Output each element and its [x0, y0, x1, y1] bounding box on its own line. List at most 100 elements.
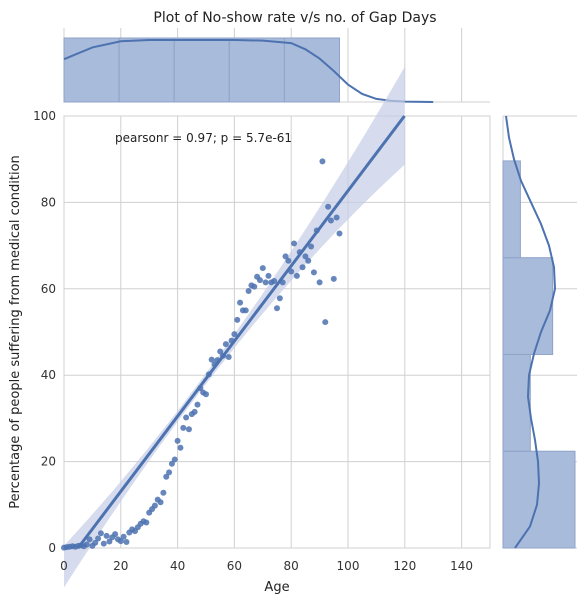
right-histogram-bar [502, 257, 554, 355]
scatter-point [151, 502, 158, 509]
regression-line [76, 115, 406, 549]
scatter-point [308, 243, 315, 250]
scatter-point [168, 460, 175, 467]
scatter-point [322, 319, 329, 326]
regression-fit-line [76, 115, 406, 549]
scatter-point [103, 532, 110, 539]
scatter-point [237, 299, 244, 306]
main-scatter-plot: 0 20 40 60 80 100 120 140 0 20 40 60 80 100 [33, 66, 491, 588]
y-tick-label: 100 [33, 109, 56, 123]
scatter-point [330, 275, 337, 282]
scatter-point [194, 401, 201, 408]
y-tick-label: 40 [41, 368, 56, 382]
x-tick-label: 140 [450, 559, 473, 573]
scatter-point [86, 536, 93, 543]
scatter-point [95, 535, 102, 542]
scatter-point [319, 158, 326, 165]
scatter-point [100, 540, 107, 547]
right-marginal-histogram [502, 115, 577, 549]
scatter-point [171, 456, 178, 463]
scatter-point [242, 307, 249, 314]
scatter-point [120, 533, 127, 540]
top-histogram-bar [118, 37, 175, 103]
scatter-point [123, 538, 130, 545]
x-tick-labels: 0 20 40 60 80 100 120 140 [60, 559, 473, 573]
scatter-point [271, 278, 278, 285]
right-kde-curve [505, 115, 557, 549]
confidence-band [64, 66, 405, 588]
scatter-point [276, 295, 283, 302]
scatter-point [117, 538, 124, 545]
scatter-point [157, 499, 164, 506]
scatter-point [106, 538, 113, 545]
x-tick-label: 40 [170, 559, 185, 573]
scatter-point [231, 331, 238, 338]
x-tick-label: 120 [393, 559, 416, 573]
scatter-point [251, 283, 258, 290]
scatter-point [166, 469, 173, 476]
chart-title: Plot of No-show rate v/s no. of Gap Days [153, 10, 436, 26]
main-frame [63, 115, 491, 549]
top-histogram-bar [228, 37, 285, 103]
scatter-point [203, 391, 209, 398]
confidence-band-area [64, 66, 405, 588]
top-histogram-bar [283, 37, 340, 103]
scatter-point [143, 519, 150, 526]
x-tick-label: 80 [284, 559, 299, 573]
scatter-point [174, 437, 181, 444]
scatter-point [225, 354, 232, 361]
x-axis-label: Age [264, 580, 289, 595]
scatter-point [282, 253, 289, 260]
y-tick-label: 80 [41, 195, 56, 209]
scatter-point [245, 287, 252, 294]
scatter-point [305, 257, 312, 264]
scatter-points [61, 158, 343, 551]
scatter-point [333, 214, 340, 221]
scatter-point [217, 348, 224, 355]
scatter-point [185, 426, 192, 433]
top-marginal-histogram [63, 28, 490, 103]
scatter-point [262, 279, 269, 286]
scatter-point [325, 203, 332, 210]
scatter-point [97, 530, 104, 537]
scatter-point [336, 230, 343, 237]
y-axis-label: Percentage of people suffering from medi… [8, 155, 23, 509]
scatter-point [222, 341, 229, 348]
scatter-point [274, 305, 280, 312]
top-kde-curve [63, 39, 434, 103]
scatter-point [180, 424, 187, 431]
x-tick-label: 20 [113, 559, 128, 573]
scatter-point [163, 473, 170, 480]
scatter-point [259, 265, 266, 272]
x-tick-label: 60 [227, 559, 242, 573]
scatter-point [285, 257, 292, 264]
y-tick-labels: 0 20 40 60 80 100 [33, 109, 56, 555]
scatter-point [160, 489, 167, 496]
y-tick-label: 20 [41, 455, 56, 469]
scatter-point [183, 414, 190, 421]
scatter-point [327, 217, 334, 224]
scatter-point [208, 356, 215, 363]
x-tick-label: 100 [337, 559, 360, 573]
scatter-point [316, 279, 323, 286]
scatter-point [310, 269, 317, 276]
scatter-point [302, 253, 309, 260]
right-histogram-bar [502, 160, 521, 259]
top-histogram-bar [173, 37, 230, 103]
x-tick-label: 0 [60, 559, 68, 573]
y-tick-label: 0 [48, 541, 56, 555]
scatter-point [92, 539, 99, 546]
scatter-point [256, 277, 263, 284]
scatter-point [265, 272, 272, 279]
pearson-annotation: pearsonr = 0.97; p = 5.7e-61 [115, 131, 292, 145]
scatter-point [299, 264, 306, 271]
scatter-point [291, 240, 298, 247]
scatter-point [83, 541, 90, 548]
scatter-point [191, 408, 198, 415]
scatter-point [234, 316, 241, 323]
scatter-point [112, 531, 119, 538]
y-tick-label: 60 [41, 282, 56, 296]
scatter-point [293, 272, 300, 279]
scatter-point [177, 444, 184, 451]
